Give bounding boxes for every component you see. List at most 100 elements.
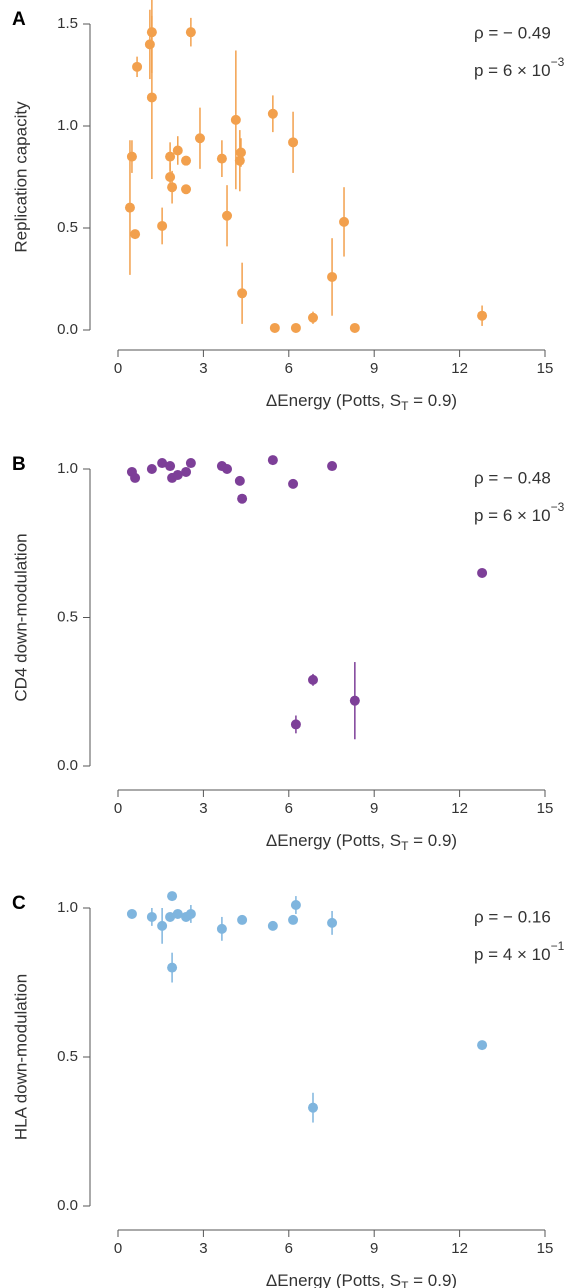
point [307, 1102, 318, 1113]
point [235, 147, 246, 158]
point [146, 92, 157, 103]
x-tick-label: 3 [199, 360, 207, 377]
x-tick-label: 6 [285, 800, 293, 817]
y-tick-label: 0.5 [57, 219, 78, 236]
x-axis-title: ΔEnergy (Potts, ST = 0.9) [266, 391, 457, 413]
point [146, 911, 157, 922]
point [165, 172, 176, 182]
point [234, 155, 245, 166]
point [230, 114, 241, 125]
p-value: p = 6 × 10−3 [474, 500, 565, 525]
x-axis-title-subscript: T [401, 399, 409, 413]
point [126, 908, 137, 919]
x-tick-label: 9 [370, 800, 378, 817]
point [327, 271, 338, 282]
x-tick-label: 15 [537, 800, 554, 817]
y-tick-label: 0.5 [57, 608, 78, 625]
p-value: p = 6 × 10−3 [474, 55, 565, 80]
x-axis-title-part: = 0.9) [408, 1271, 457, 1288]
x-tick-label: 6 [285, 1240, 293, 1257]
point [124, 202, 135, 213]
x-tick-label: 3 [199, 1240, 207, 1257]
point [165, 151, 176, 162]
point [172, 145, 183, 156]
point [165, 911, 176, 922]
y-tick-label: 1.5 [57, 15, 78, 32]
point [185, 27, 196, 38]
point [267, 455, 278, 466]
x-tick-label: 9 [370, 1240, 378, 1257]
point [126, 151, 137, 162]
point [237, 288, 248, 299]
y-tick-label: 0.5 [57, 1048, 78, 1065]
correlation: ρ = − 0.16 [474, 907, 551, 926]
p-value-exponent: −3 [551, 55, 565, 69]
point [172, 908, 183, 919]
y-tick-label: 1.0 [57, 460, 78, 477]
point [146, 464, 157, 474]
point [288, 478, 299, 489]
y-axis-title: HLA down-modulation [11, 974, 30, 1140]
p-value-exponent: −3 [551, 500, 565, 514]
x-axis-title-part: ΔEnergy (Potts, S [266, 1271, 401, 1288]
x-tick-label: 12 [451, 1240, 468, 1257]
point [130, 229, 141, 240]
point [185, 458, 196, 469]
point [172, 469, 183, 480]
y-tick-label: 0.0 [57, 757, 78, 774]
y-tick-label: 0.0 [57, 321, 78, 338]
point [477, 567, 488, 578]
point [167, 182, 178, 193]
x-tick-label: 15 [537, 360, 554, 377]
x-axis-title-subscript: T [401, 839, 409, 853]
point [216, 153, 227, 164]
x-tick-label: 12 [451, 360, 468, 377]
point [237, 914, 248, 925]
p-value: p = 4 × 10−1 [474, 939, 565, 964]
point [157, 220, 168, 231]
point [307, 674, 318, 685]
point [290, 322, 301, 333]
point [290, 900, 301, 911]
point [349, 695, 360, 706]
x-axis-title-part: ΔEnergy (Potts, S [266, 831, 401, 850]
y-tick-label: 1.0 [57, 899, 78, 916]
x-axis-title: ΔEnergy (Potts, ST = 0.9) [266, 1271, 457, 1288]
x-tick-label: 0 [114, 1240, 122, 1257]
point [157, 458, 168, 469]
x-axis-title-part: = 0.9) [408, 831, 457, 850]
point [269, 322, 280, 333]
point [477, 310, 488, 321]
x-tick-label: 0 [114, 360, 122, 377]
point [165, 461, 176, 472]
correlation: ρ = − 0.48 [474, 468, 551, 487]
panel-label: C [12, 893, 26, 914]
y-axis-title: Replication capacity [11, 101, 30, 253]
point [144, 39, 155, 50]
y-axis-title: CD4 down-modulation [11, 533, 30, 701]
x-axis-title: ΔEnergy (Potts, ST = 0.9) [266, 831, 457, 853]
point [181, 466, 192, 477]
point [290, 719, 301, 730]
x-axis-title-part: = 0.9) [408, 391, 457, 410]
panel-label: B [12, 454, 26, 475]
point [237, 493, 248, 504]
point [267, 920, 278, 931]
point [216, 923, 227, 934]
point [349, 322, 360, 333]
point [222, 464, 233, 474]
p-value-base: p = 4 × 10 [474, 945, 551, 964]
point [477, 1040, 488, 1051]
x-axis-title-subscript: T [401, 1279, 409, 1288]
point [132, 61, 143, 72]
point [130, 472, 141, 483]
y-tick-label: 1.0 [57, 117, 78, 134]
x-axis-title-part: ΔEnergy (Potts, S [266, 391, 401, 410]
point [339, 216, 350, 227]
x-tick-label: 0 [114, 800, 122, 817]
point [307, 312, 318, 323]
correlation: ρ = − 0.49 [474, 23, 551, 42]
point [288, 914, 299, 925]
p-value-base: p = 6 × 10 [474, 61, 551, 80]
